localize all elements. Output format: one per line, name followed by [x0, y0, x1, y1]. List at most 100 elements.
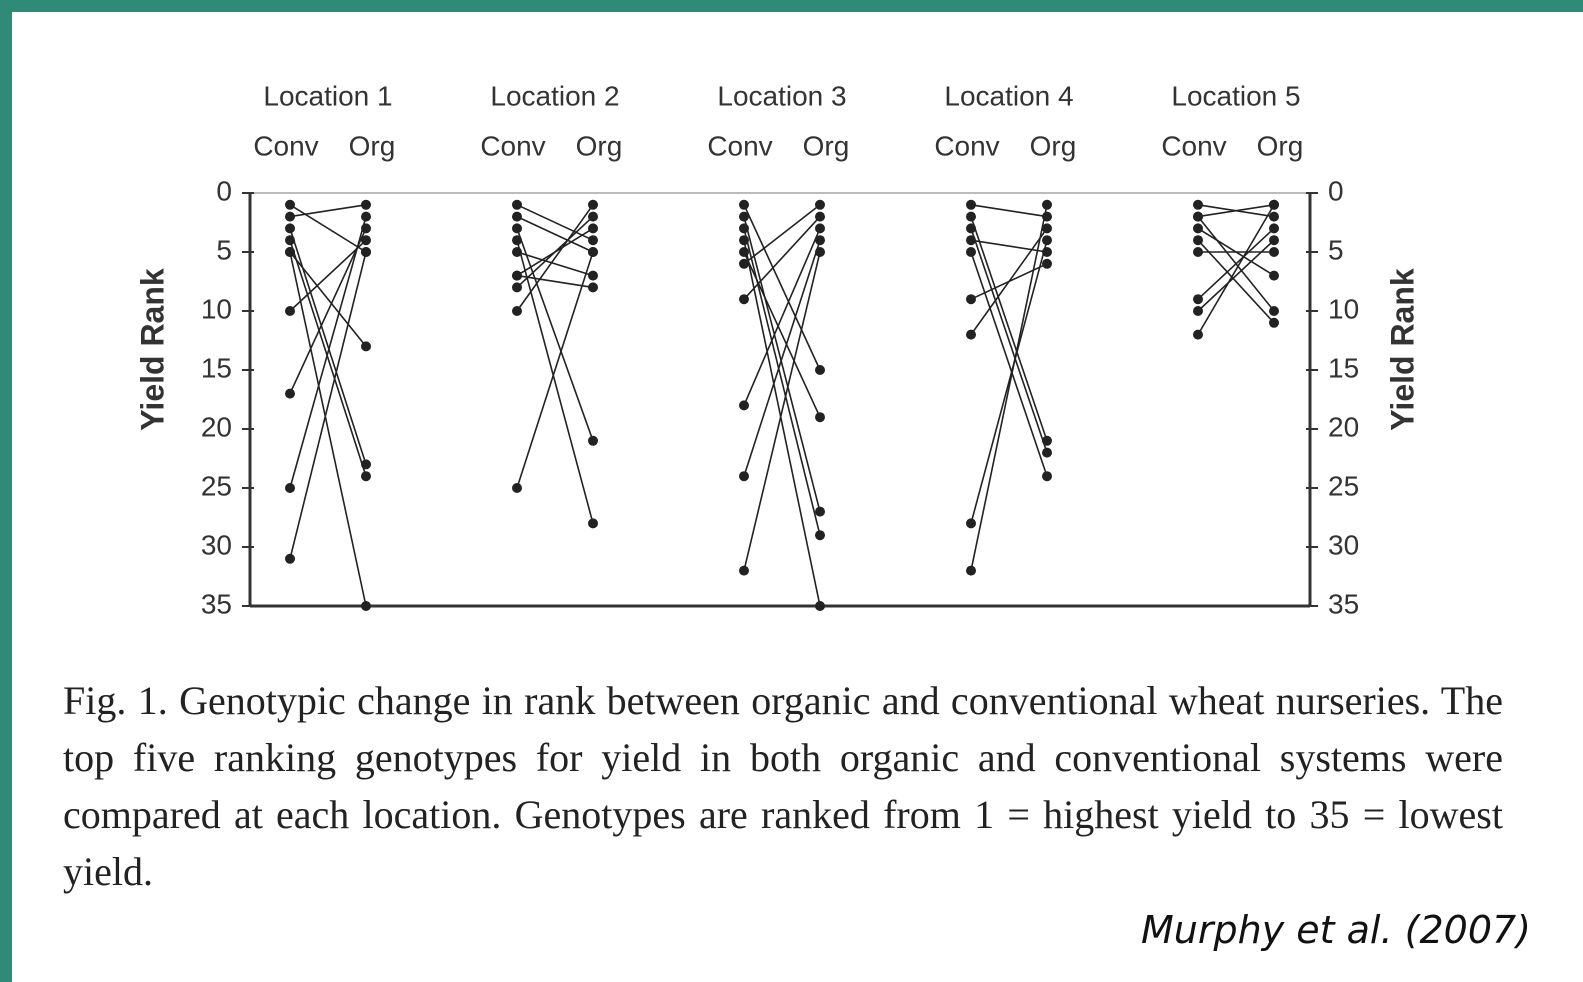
org-point: [1269, 306, 1279, 316]
rank-line: [1197, 239, 1275, 324]
rank-line: [1197, 204, 1275, 336]
rank-line: [970, 239, 1048, 253]
conv-point: [512, 211, 522, 222]
rank-line: [743, 251, 821, 418]
org-point: [588, 518, 598, 529]
org-point: [1042, 199, 1052, 210]
rank-line: [743, 204, 821, 371]
conv-point: [966, 199, 976, 210]
rank-line: [516, 204, 594, 312]
org-point: [1269, 317, 1279, 328]
location-label: Location 3: [717, 80, 846, 111]
conv-point: [966, 294, 976, 305]
org-point: [361, 223, 371, 234]
conv-point: [1193, 223, 1203, 234]
conv-point: [739, 235, 749, 246]
y2-tick-label: 35: [1328, 588, 1359, 619]
rank-line: [516, 204, 594, 241]
org-point: [361, 601, 371, 611]
org-point: [1269, 223, 1279, 234]
y2-tick-label: 25: [1328, 470, 1359, 501]
rank-line: [289, 251, 367, 559]
y2-tick-label: 30: [1328, 529, 1359, 560]
org-point: [1269, 199, 1279, 210]
conv-point: [512, 483, 522, 493]
conv-point: [512, 282, 522, 293]
conv-point: [1193, 199, 1203, 210]
org-point: [815, 199, 825, 210]
rank-line: [970, 216, 1048, 442]
rank-line: [743, 216, 821, 512]
conv-point: [966, 247, 976, 257]
org-point: [815, 223, 825, 234]
conv-point: [1193, 329, 1203, 340]
location-label: Location 1: [263, 80, 392, 111]
conv-point: [1193, 211, 1203, 222]
y2-tick-label: 20: [1328, 411, 1359, 442]
org-point: [588, 199, 598, 210]
y-axis-label: Yield Rank: [134, 268, 170, 431]
rank-line: [289, 204, 367, 218]
org-point: [1042, 211, 1052, 222]
conv-point: [1193, 306, 1203, 316]
rank-line: [743, 204, 821, 265]
org-point: [815, 601, 825, 611]
rank-line: [516, 251, 594, 277]
conv-point: [739, 199, 749, 210]
org-point: [361, 471, 371, 482]
caption: Fig. 1. Genotypic change in rank between…: [63, 678, 1503, 894]
org-point: [815, 365, 825, 375]
conv-point: [966, 329, 976, 340]
rank-line: [970, 227, 1048, 336]
conv-point: [512, 223, 522, 234]
conv-point: [1193, 247, 1203, 257]
conv-point: [512, 247, 522, 257]
rank-line: [1197, 239, 1275, 312]
org-point: [815, 412, 825, 423]
rank-line: [743, 251, 821, 571]
rank-line: [516, 251, 594, 489]
rank-line: [289, 251, 367, 607]
rank-line: [516, 239, 594, 524]
rank-line: [970, 251, 1048, 477]
org-point: [1042, 258, 1052, 269]
org-point: [815, 211, 825, 222]
conv-point: [966, 211, 976, 222]
y2-tick-label: 0: [1328, 175, 1344, 206]
org-point: [588, 282, 598, 293]
rank-line: [516, 215, 594, 253]
location-label: Location 2: [490, 80, 619, 111]
rank-line: [743, 216, 821, 300]
column-label: Conv: [1161, 130, 1226, 161]
rank-line: [289, 251, 367, 347]
org-point: [815, 247, 825, 257]
location-label: Location 5: [1171, 80, 1300, 111]
conv-point: [966, 565, 976, 576]
y-tick-label: 35: [201, 588, 232, 619]
column-label: Org: [803, 130, 850, 161]
org-point: [361, 247, 371, 257]
org-point: [1042, 471, 1052, 482]
conv-point: [285, 388, 295, 399]
org-point: [588, 223, 598, 234]
org-point: [361, 199, 371, 210]
rank-line: [289, 239, 367, 312]
org-point: [588, 435, 598, 446]
chart: 0 0 5 5 10 10 15 15 20 20 25 25 30 30 35 35 Yield Rank Yi…: [134, 80, 1420, 619]
rank-line: [289, 228, 367, 394]
org-point: [361, 211, 371, 222]
conv-point: [512, 235, 522, 246]
y2-axis-label: Yield Rank: [1384, 268, 1420, 431]
conv-point: [285, 306, 295, 316]
rank-line: [970, 239, 1048, 524]
y-tick-label: 15: [201, 352, 232, 383]
y-tick-label: 0: [216, 175, 232, 206]
rank-line: [1197, 227, 1275, 300]
org-point: [361, 341, 371, 352]
conv-point: [285, 483, 295, 493]
org-point: [815, 506, 825, 517]
location-label: Location 4: [944, 80, 1073, 111]
conv-point: [966, 518, 976, 529]
citation: Murphy et al. (2007): [1141, 908, 1531, 952]
